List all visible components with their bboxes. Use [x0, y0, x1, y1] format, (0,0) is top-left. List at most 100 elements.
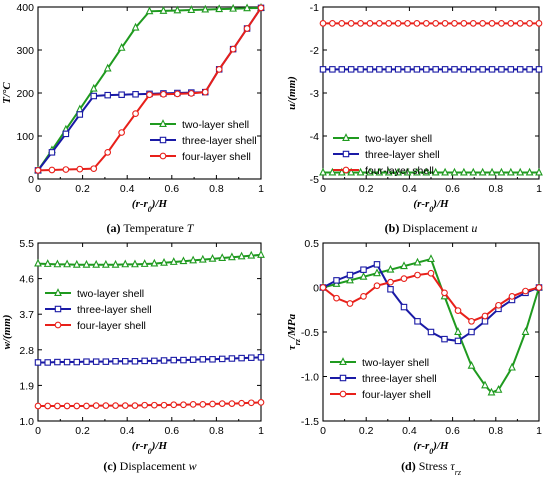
y-tick-label: -2	[310, 45, 319, 57]
data-point	[72, 259, 81, 268]
data-point	[209, 356, 216, 363]
data-point	[248, 354, 255, 361]
data-point	[478, 167, 487, 176]
series-line	[38, 356, 262, 364]
data-point	[441, 335, 448, 343]
data-point	[189, 356, 197, 363]
data-point	[535, 284, 543, 291]
data-point	[487, 387, 496, 396]
data-point	[54, 358, 61, 366]
legend-label: three-layer shell	[362, 373, 437, 385]
data-point	[199, 356, 207, 363]
y-axis-label: T/°C	[1, 82, 13, 104]
data-point	[201, 88, 209, 96]
data-point	[215, 65, 223, 73]
data-point	[63, 259, 71, 268]
data-point	[121, 402, 129, 409]
data-point	[346, 300, 354, 307]
y-tick-label: 1.0	[19, 416, 34, 428]
data-point	[535, 167, 543, 176]
caption-d: (d) Stress τrz	[401, 459, 462, 477]
x-tick-label: 0.6	[164, 183, 179, 195]
data-point	[347, 167, 356, 176]
data-point	[376, 19, 383, 27]
x-axis-label: (r-r0)/H	[132, 198, 168, 214]
data-point	[170, 401, 178, 409]
data-point	[53, 259, 62, 268]
x-tick-label: 1	[536, 425, 542, 437]
data-point	[150, 401, 158, 409]
data-point	[479, 19, 486, 27]
data-point	[180, 356, 187, 364]
legend-marker	[159, 119, 167, 127]
series-line	[37, 253, 262, 266]
data-point	[160, 357, 168, 364]
data-point	[141, 357, 148, 365]
data-point	[422, 19, 430, 27]
y-tick-label: 200	[16, 88, 34, 100]
data-point	[525, 167, 534, 176]
series-triangle	[319, 167, 543, 176]
y-tick-label: -1.0	[301, 372, 319, 384]
data-point	[218, 355, 226, 363]
y-tick-label: -5	[310, 174, 319, 186]
data-point	[247, 399, 255, 407]
x-tick-label: 0.4	[120, 425, 135, 437]
data-point	[454, 327, 462, 335]
series-square	[34, 354, 265, 366]
data-point	[400, 275, 408, 282]
data-point	[34, 167, 42, 174]
series-circle	[319, 19, 543, 27]
legend-label: four-layer shell	[365, 165, 434, 177]
y-tick-label: -3	[310, 88, 319, 100]
data-point	[454, 307, 462, 314]
series-circle	[34, 399, 265, 410]
data-point	[516, 167, 525, 176]
x-tick-label: 0.2	[75, 425, 90, 437]
x-tick-label: 0	[35, 183, 41, 195]
series-circle	[319, 269, 543, 325]
data-point	[122, 358, 129, 365]
data-point	[319, 19, 327, 27]
data-point	[179, 256, 188, 265]
data-point	[132, 110, 139, 117]
data-point	[468, 317, 475, 325]
data-point	[359, 271, 368, 280]
data-point	[118, 91, 125, 98]
caption-a: (a) Temperature T	[107, 221, 195, 235]
data-point	[92, 259, 101, 268]
data-point	[146, 91, 153, 99]
legend-c: two-layer shell three-layer shell four-lay…	[45, 288, 152, 332]
x-tick-label: 0.4	[120, 183, 135, 195]
data-point	[516, 19, 524, 27]
data-point	[103, 63, 112, 72]
data-point	[319, 284, 327, 291]
data-point	[159, 6, 168, 14]
data-point	[187, 90, 195, 97]
data-point	[432, 66, 439, 73]
data-point	[229, 45, 237, 53]
data-point	[470, 66, 477, 73]
data-point	[507, 19, 515, 27]
data-point	[34, 402, 42, 410]
data-point	[173, 5, 182, 14]
data-point	[414, 318, 421, 325]
data-point	[73, 402, 81, 410]
y-tick-label: -4	[310, 131, 319, 143]
data-point	[169, 257, 178, 265]
data-point	[238, 399, 245, 407]
legend-label: four-layer shell	[182, 151, 251, 163]
data-point	[257, 4, 265, 12]
data-point	[454, 337, 462, 345]
data-point	[180, 401, 187, 409]
panel-d: 0 0.2 0.4 0.6 0.8 1 -1.5 -1.0 -0.5 0 0.5 (r-r0)/H τr…	[286, 238, 543, 477]
legend-label: three-layer shell	[77, 304, 152, 316]
data-point	[151, 357, 158, 365]
data-point	[131, 22, 140, 31]
data-point	[375, 167, 384, 176]
x-tick-label: 0.8	[209, 183, 224, 195]
data-point	[62, 130, 70, 138]
data-point	[83, 358, 90, 365]
x-tick-label: 0.4	[402, 183, 417, 195]
data-point	[357, 66, 364, 73]
